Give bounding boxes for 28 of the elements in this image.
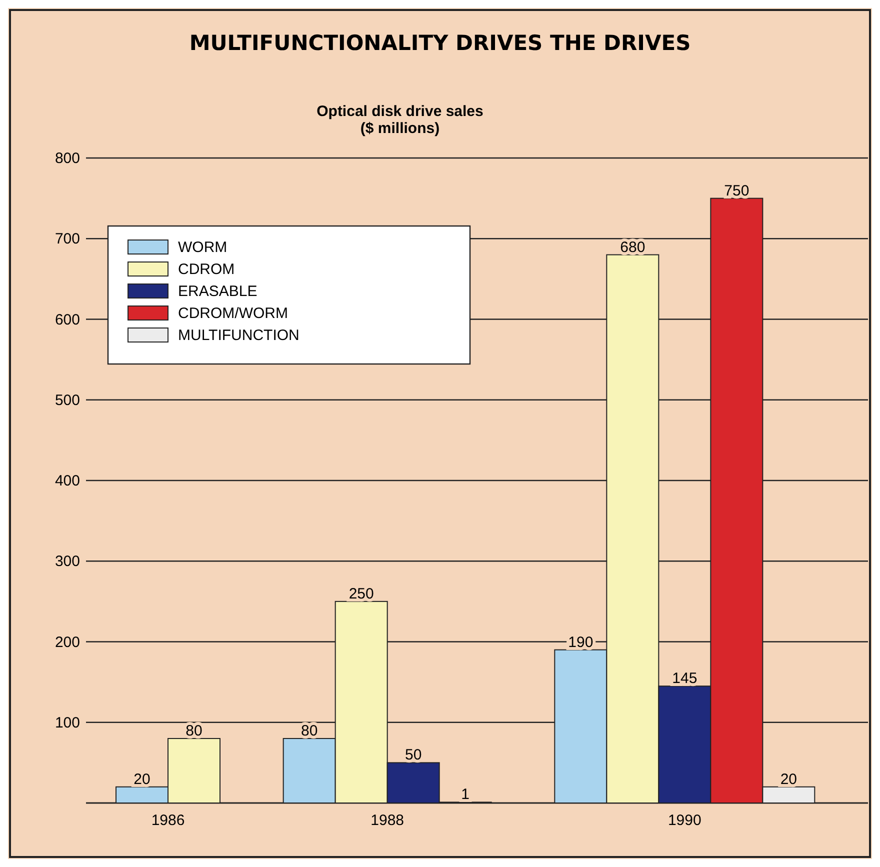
y-tick-label: 700: [54, 230, 80, 248]
legend-label: MULTIFUNCTION: [178, 327, 300, 344]
legend-label: CDROM: [178, 261, 235, 278]
y-tick-label: 300: [54, 553, 80, 570]
x-tick-label: 1986: [151, 812, 185, 829]
y-tick-label: 400: [54, 472, 80, 490]
data-label: 20: [134, 770, 150, 788]
chart-subtitle: Optical disk drive sales ($ millions): [316, 103, 484, 137]
chart-title: MULTIFUNCTIONALITY DRIVES THE DRIVES: [189, 31, 691, 55]
data-label: 80: [186, 722, 202, 740]
y-tick-label: 800: [54, 150, 80, 167]
x-tick-label: 1990: [668, 812, 702, 829]
y-tick-label: 600: [54, 311, 80, 328]
y-tick-label: 500: [54, 392, 80, 409]
data-label: 250: [348, 585, 374, 602]
y-tick-label: 200: [54, 634, 80, 651]
data-label: 1: [461, 786, 470, 804]
x-tick-label: 1988: [370, 812, 404, 829]
y-tick-label: 100: [54, 714, 80, 732]
legend-label: CDROM/WORM: [178, 305, 288, 322]
data-label: 50: [404, 746, 422, 764]
legend-label: ERASABLE: [178, 283, 258, 300]
data-label: 145: [672, 670, 698, 688]
data-label: 680: [620, 238, 646, 256]
data-label: 750: [724, 182, 750, 200]
data-label: 80: [300, 722, 318, 740]
legend-label: WORM: [178, 239, 228, 256]
data-label: 20: [780, 770, 798, 788]
